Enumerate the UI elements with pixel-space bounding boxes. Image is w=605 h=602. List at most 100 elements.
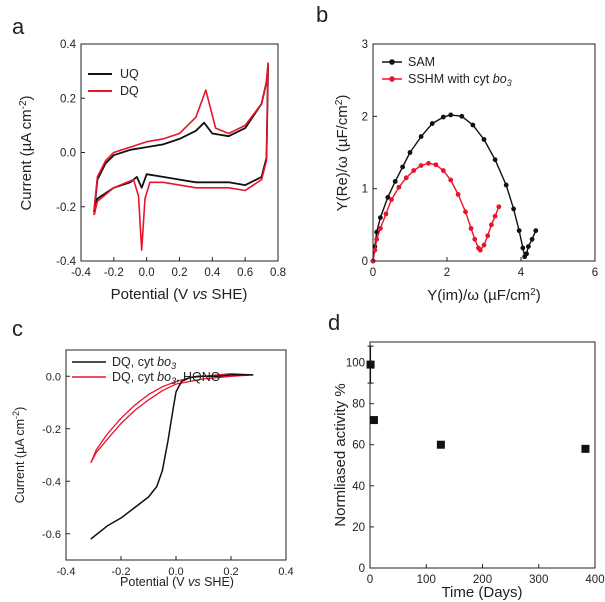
panel-a-frame xyxy=(80,43,279,262)
panel-b-series-1-point xyxy=(389,197,394,202)
panel-b-legend-sam-marker xyxy=(389,59,395,65)
panel-b-series-0-point xyxy=(378,215,383,221)
panel-b-letter: b xyxy=(316,2,328,27)
panel-b-ticks-layer: 0 2 4 6 0 1 2 3 xyxy=(362,39,599,279)
panel-b-series-0-point xyxy=(374,229,380,235)
panel-b-series-0-point xyxy=(448,112,454,118)
panel-d-xtick-label: 300 xyxy=(529,574,548,586)
panel-d-xtick-label: 100 xyxy=(417,574,436,586)
panel-c-series-layer xyxy=(90,372,254,540)
panel-b-xtick-label: 0 xyxy=(370,267,376,279)
panel-a-xtick-label: 0.8 xyxy=(270,267,286,279)
panel-a-legend-uq: UQ xyxy=(120,67,139,81)
panel-d-xtick-label: 400 xyxy=(585,574,604,586)
panel-b-series-0-point xyxy=(385,194,391,200)
panel-b-series-1-point xyxy=(440,168,446,173)
panel-b-series-1-point xyxy=(489,222,494,228)
panel-b-series-layer xyxy=(370,112,539,264)
panel-b-series-0-point xyxy=(520,245,526,251)
panel-b-series-1-point xyxy=(396,184,402,190)
panel-b-series-1-point xyxy=(411,168,417,173)
panel-b-series-0-point xyxy=(492,157,498,163)
panel-d-point xyxy=(369,416,378,425)
panel-b-series-1-point xyxy=(403,175,409,181)
panel-d-ytick-label: 20 xyxy=(352,522,365,534)
panel-c: -0.4 -0.2 0.0 0.2 0.4 -0.6 -0.4 -0.2 0.0 DQ, cyt… xyxy=(11,349,294,589)
panel-b-series-0-point xyxy=(407,150,413,155)
panel-d-ytick-label: 40 xyxy=(352,481,365,493)
panel-b-series-0-point xyxy=(418,134,424,139)
panel-b-series-1-point xyxy=(448,177,454,183)
panel-a-legend-dq: DQ xyxy=(120,84,139,98)
panel-a-xtick-label: 0.6 xyxy=(237,267,253,279)
panel-d-point xyxy=(436,440,445,449)
panel-c-xtick-label: 0.4 xyxy=(278,566,293,578)
panel-b-series-1-point xyxy=(426,160,431,166)
panel-c-letter: c xyxy=(12,316,23,341)
panel-b-series-1-point xyxy=(433,162,439,168)
panel-c-legend-dq: DQ, cyt bo3 xyxy=(112,355,176,371)
panel-a-xtick-label: -0.4 xyxy=(71,267,91,279)
panel-b-series-0-point xyxy=(470,122,476,128)
panel-b-series-1-point xyxy=(463,209,468,215)
panel-b-series-0-point xyxy=(529,236,535,242)
panel-c-legend-hqno: DQ, cyt bo3, HQNO xyxy=(112,370,221,386)
panel-a: -0.4 -0.2 0.0 0.2 0.4 0.6 0.8 -0.4 -0.2 0.0 0.2 0.4… xyxy=(18,39,287,303)
panel-b-legend-sshm-marker xyxy=(389,76,395,82)
panel-c-ytick-label: -0.4 xyxy=(42,476,61,488)
panel-c-xtick-label: -0.4 xyxy=(57,566,76,578)
panel-b-legend-sshm: SSHM with cyt bo3 xyxy=(408,72,512,88)
panel-d-xtick-label: 200 xyxy=(473,574,492,586)
panel-a-xtick-label: 0.4 xyxy=(204,267,221,279)
panel-c-xlabel: Potential (V vs SHE) xyxy=(120,575,234,589)
panel-b-series-1-point xyxy=(378,226,383,231)
panel-b-series-0-point xyxy=(459,113,465,119)
panel-d-point xyxy=(581,444,590,453)
panel-b: 0 2 4 6 0 1 2 3 SAM SSHM with cyt bo3 Y(im)/ω (… xyxy=(334,39,599,304)
panel-b-series-1-point xyxy=(374,236,380,242)
panel-b-series-1-point xyxy=(455,192,461,197)
panel-a-xlabel: Potential (V vs SHE) xyxy=(111,286,248,303)
panel-b-frame xyxy=(372,43,596,262)
panel-b-series-1-point xyxy=(496,204,502,210)
panel-d: 0 100 200 300 400 0 20 40 60 80 100 Time (Days) No… xyxy=(332,341,605,601)
panel-b-series-0-point xyxy=(526,244,531,249)
panel-d-ytick-label: 0 xyxy=(359,563,365,575)
panel-d-series-layer xyxy=(366,345,590,453)
panel-c-series-0-line xyxy=(90,374,253,540)
panel-b-legend-sam: SAM xyxy=(408,55,435,69)
panel-a-series-layer xyxy=(93,62,270,251)
panel-d-frame xyxy=(369,341,596,569)
panel-b-ytick-label: 0 xyxy=(362,256,368,268)
panel-d-xtick-label: 0 xyxy=(367,574,373,586)
panel-b-xtick-label: 6 xyxy=(592,267,598,279)
panel-b-series-1-point xyxy=(418,163,424,168)
panel-b-series-1-point xyxy=(481,242,487,248)
panel-a-xtick-label: 0.0 xyxy=(139,267,155,279)
panel-b-series-0-point xyxy=(503,182,509,188)
panel-b-series-1-point xyxy=(472,236,478,242)
panel-d-xlabel: Time (Days) xyxy=(441,584,522,601)
panel-a-ylabel: Current (µA cm-2) xyxy=(18,95,36,210)
panel-b-series-0-point xyxy=(440,114,446,120)
panel-c-ytick-label: 0.0 xyxy=(46,371,61,383)
panel-b-series-0-point xyxy=(481,137,487,142)
panel-b-xlabel: Y(im)/ω (µF/cm2) xyxy=(427,287,540,305)
panel-d-ylabel: Normliased activity % xyxy=(332,383,349,526)
panel-d-letter: d xyxy=(328,310,340,335)
panel-d-ytick-label: 80 xyxy=(352,399,365,411)
panel-a-series-1-line xyxy=(93,62,269,251)
panel-d-ytick-label: 100 xyxy=(346,358,365,370)
panel-d-ytick-label: 60 xyxy=(352,440,365,452)
panel-c-ylabel: Current (µA cm-2) xyxy=(11,407,27,504)
panel-c-xtick-label: 0.0 xyxy=(168,566,183,578)
panel-a-xtick-label: -0.2 xyxy=(104,267,124,279)
panel-b-series-0-point xyxy=(429,121,435,126)
panel-a-xtick-label: 0.2 xyxy=(172,267,188,279)
panel-b-series-0-point xyxy=(533,228,539,234)
panel-c-ytick-label: -0.2 xyxy=(42,424,61,436)
panel-a-ytick-label: 0.2 xyxy=(60,93,76,105)
panel-b-ytick-label: 3 xyxy=(362,39,368,51)
panel-b-series-1-point xyxy=(468,226,474,231)
